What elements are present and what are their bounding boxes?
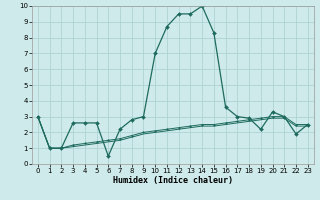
X-axis label: Humidex (Indice chaleur): Humidex (Indice chaleur) <box>113 176 233 185</box>
